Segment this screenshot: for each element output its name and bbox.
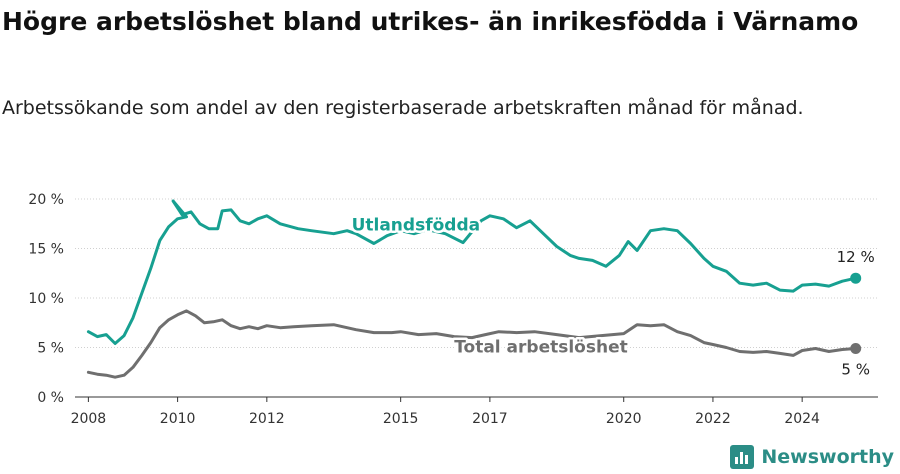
grid-lines: [75, 198, 878, 348]
series-end-label-1: 12 %: [837, 248, 875, 266]
series-name-label-2: Total arbetslöshet: [454, 337, 628, 357]
axes: 0 % 5 % 10 % 15 % 20 % 2008 2010 2012 2015 2017 20…: [28, 192, 878, 425]
y-tick-label: 20 %: [28, 192, 64, 208]
series-line-1: [86, 199, 858, 345]
newsworthy-logo: Newsworthy: [730, 445, 894, 469]
bar-chart-logo-icon: [730, 445, 755, 469]
series-lines: [86, 199, 862, 379]
y-tick-label: 5 %: [37, 341, 64, 357]
chart-title: Högre arbetslöshet bland utrikes- än inr…: [2, 7, 859, 36]
x-tick-label: 2015: [383, 411, 419, 425]
series-end-point-2: [850, 342, 862, 354]
line-chart: 0 % 5 % 10 % 15 % 20 % 2008 2010 2012 2015 2017 20…: [28, 192, 878, 425]
brand-name: Newsworthy: [761, 446, 894, 468]
x-tick-label: 2022: [695, 411, 731, 425]
chart-subtitle: Arbetssökande som andel av den registerb…: [2, 97, 804, 119]
x-tick-label: 2008: [71, 411, 107, 425]
x-tick-label: 2012: [249, 411, 285, 425]
series-line-2: [86, 309, 858, 379]
x-tick-label: 2020: [606, 411, 642, 425]
x-tick-label: 2024: [784, 411, 820, 425]
y-tick-label: 15 %: [28, 242, 64, 258]
series-name-label-1: Utlandsfödda: [352, 216, 481, 236]
series-labels: 12 % 5 % Utlandsfödda Total arbetslöshet: [349, 213, 875, 378]
x-tick-label: 2010: [160, 411, 196, 425]
series-end-label-2: 5 %: [841, 360, 870, 378]
y-tick-label: 10 %: [28, 291, 64, 307]
y-tick-label: 0 %: [37, 390, 64, 406]
series-end-point-1: [850, 272, 862, 284]
x-tick-label: 2017: [472, 411, 508, 425]
